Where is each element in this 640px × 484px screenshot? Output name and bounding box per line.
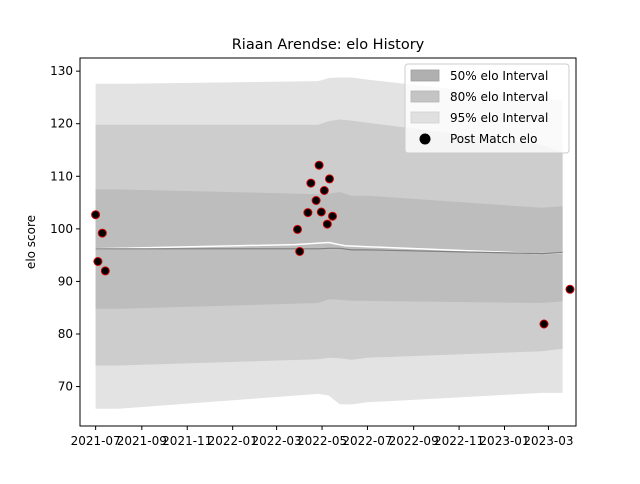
chart-title: Riaan Arendse: elo History	[232, 37, 425, 53]
post-match-point	[295, 247, 305, 256]
legend-swatch-80	[410, 90, 440, 103]
y-axis-label: elo score	[24, 215, 38, 269]
legend-box	[404, 63, 570, 154]
mean-elo-line	[95, 247, 563, 255]
x-tick-label: 2022-05	[297, 434, 347, 448]
y-tick-label: 130	[50, 64, 73, 78]
legend: 50% elo Interval 80% elo Interval 95% el…	[404, 63, 570, 154]
post-match-point	[539, 319, 549, 329]
post-match-point	[319, 186, 329, 195]
post-match-point	[97, 228, 107, 238]
post-match-point	[93, 257, 103, 266]
post-match-point	[293, 224, 302, 234]
post-match-points	[91, 160, 575, 329]
legend-label-post-match: Post Match elo	[450, 132, 537, 146]
post-match-point	[314, 160, 324, 170]
legend-swatch-95	[410, 111, 440, 124]
y-tick-label: 70	[58, 380, 73, 394]
post-match-point	[91, 210, 101, 220]
elo-lines	[95, 241, 563, 255]
y-tick-label: 100	[50, 222, 73, 236]
plot-area	[91, 77, 575, 409]
x-tick-label: 2023-03	[523, 434, 573, 448]
post-match-point	[311, 196, 321, 205]
x-tick-label: 2022-03	[252, 434, 302, 448]
x-tick-label: 2021-11	[162, 434, 212, 448]
x-tick-label: 2021-09	[117, 434, 167, 448]
post-match-point	[316, 207, 326, 217]
post-match-point	[565, 284, 575, 294]
band-50-area	[95, 189, 563, 309]
y-axis: 70 80 90 100 110 120 130	[50, 64, 80, 394]
plot-frame	[79, 57, 577, 427]
y-tick-label: 110	[50, 169, 73, 183]
x-tick-label: 2022-09	[389, 434, 439, 448]
x-tick-label: 2022-11	[434, 434, 484, 448]
post-match-point	[306, 178, 316, 188]
interval-50-band	[95, 189, 563, 309]
legend-label-50: 50% elo Interval	[450, 69, 548, 83]
post-match-point	[322, 219, 332, 229]
legend-label-95: 95% elo Interval	[450, 111, 548, 125]
x-axis: 2021-072021-092021-112022-012022-032022-…	[71, 426, 574, 448]
legend-label-80: 80% elo Interval	[450, 90, 548, 104]
y-tick-label: 120	[50, 117, 73, 131]
x-tick-label: 2022-01	[208, 434, 258, 448]
x-tick-label: 2021-07	[71, 434, 121, 448]
legend-marker-post-match	[419, 133, 431, 145]
post-match-point	[100, 266, 110, 276]
y-tick-label: 90	[58, 274, 73, 288]
x-tick-label: 2022-07	[342, 434, 392, 448]
post-match-point	[328, 211, 337, 221]
y-tick-label: 80	[58, 327, 73, 341]
post-match-point	[303, 208, 313, 218]
x-tick-label: 2023-01	[479, 434, 529, 448]
post-match-point	[325, 174, 334, 184]
legend-swatch-50	[410, 69, 440, 82]
